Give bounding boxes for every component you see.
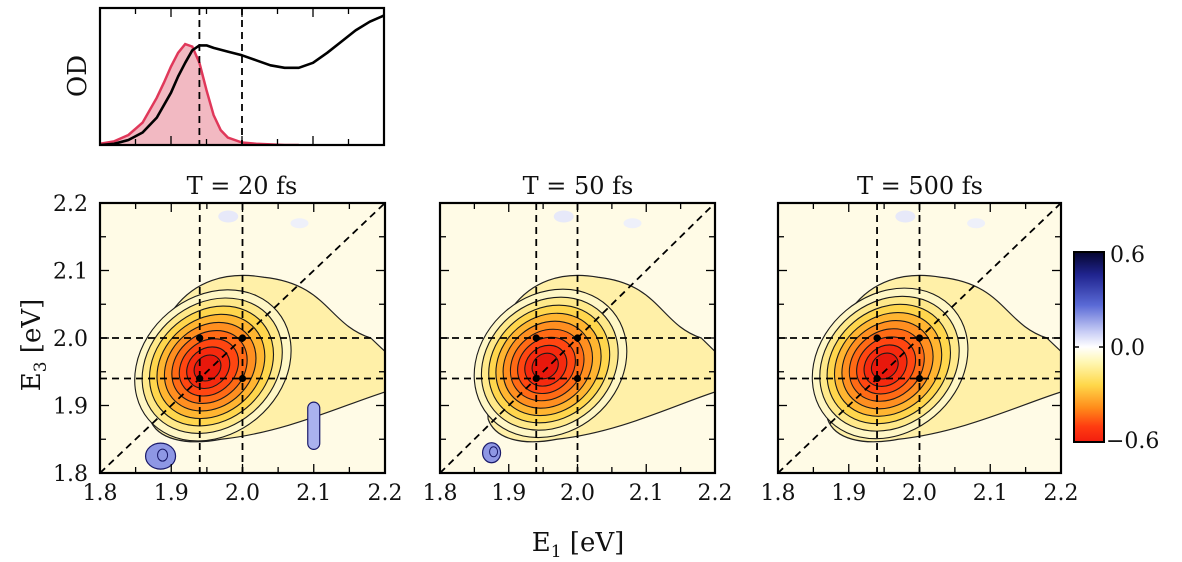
panel-title-500fs: T = 500 fs [857,172,983,200]
absorption-panel: OD [63,6,386,147]
absorption-curve [100,14,384,145]
y-tick-label: 2.1 [53,260,88,285]
panel-50fs-ticks: 1.8 1.9 2.0 2.1 2.2 [423,202,733,506]
marked-point [238,334,247,342]
contour-level-8 [531,352,559,380]
x-tick-label: 2.1 [296,481,331,506]
panel-500fs: 1.8 1.9 2.0 2.1 2.2 [761,201,1079,506]
marked-point [532,374,540,383]
marked-point [573,374,582,383]
y-tick-label: 2.0 [53,327,88,352]
x-tick-label: 2.2 [1044,481,1079,506]
colorbar-tick-label-max: 0.6 [1110,243,1145,268]
y-tick-label: 2.2 [53,192,88,217]
y-axis-label: E3 [eV] [17,299,51,392]
absorption-plot-area [100,8,384,145]
marked-point [532,334,540,342]
faint-positive-patch [895,210,916,223]
marked-point [573,334,582,342]
negative-feature-inner [489,446,499,458]
marked-point [238,374,247,383]
faint-positive-patch [553,210,574,223]
x-tick-label: 1.8 [761,481,796,506]
absorption-ticks [99,8,385,145]
x-tick-label: 2.1 [973,481,1008,506]
panel-20fs: 1.81.8 1.9 1.9 2.0 2.0 2.1 2.1 2.2 2.2 [53,192,403,506]
y-tick-label: 1.8 [53,462,88,487]
panel-500fs-ticks: 1.8 1.9 2.0 2.1 2.2 [761,202,1079,506]
panel-50fs-plot-area [440,203,715,473]
negative-feature [144,442,177,470]
panel-500fs-plot-area [778,203,1061,473]
marked-point [873,374,881,383]
marked-point [196,334,204,342]
marked-point [196,374,204,383]
negative-feature [307,401,321,450]
colorbar-tick-label-zero: 0.0 [1110,336,1145,361]
marked-point [915,374,924,383]
x-tick-label: 2.0 [560,481,595,506]
marked-point [873,334,881,342]
panel-50fs: 1.8 1.9 2.0 2.1 2.2 [423,201,733,506]
colorbar: 0.6 0.0 −0.6 [1073,243,1159,454]
x-tick-label: 2.2 [368,481,403,506]
x-tick-label: 2.2 [698,481,733,506]
laser-spectrum-line [100,42,299,145]
panel-title-50fs: T = 50 fs [523,172,634,200]
panel-20fs-ticks: 1.81.8 1.9 1.9 2.0 2.0 2.1 2.1 2.2 2.2 [53,192,403,506]
x-tick-label: 2.0 [225,481,260,506]
od-label: OD [63,55,93,97]
x-tick-label: 1.8 [83,481,118,506]
x-tick-label: 1.9 [154,481,189,506]
x-axis-label: E1 [eV] [532,528,625,562]
y-tick-label: 1.9 [53,395,88,420]
faint-positive-patch [218,210,239,223]
faint-positive-patch [967,218,986,229]
panel-title-20fs: T = 20 fs [187,172,298,200]
x-tick-label: 1.9 [831,481,866,506]
contour-level-8 [870,352,899,380]
x-tick-label: 1.9 [491,481,526,506]
negative-feature-inner [157,448,169,462]
x-tick-label: 1.8 [423,481,458,506]
faint-positive-patch [290,218,309,229]
panel-20fs-plot-area [100,203,385,473]
marked-point [915,334,924,342]
x-tick-label: 2.1 [629,481,664,506]
faint-positive-patch [623,218,642,229]
x-tick-label: 2.0 [902,481,937,506]
colorbar-tick-label-min: −0.6 [1106,429,1159,454]
